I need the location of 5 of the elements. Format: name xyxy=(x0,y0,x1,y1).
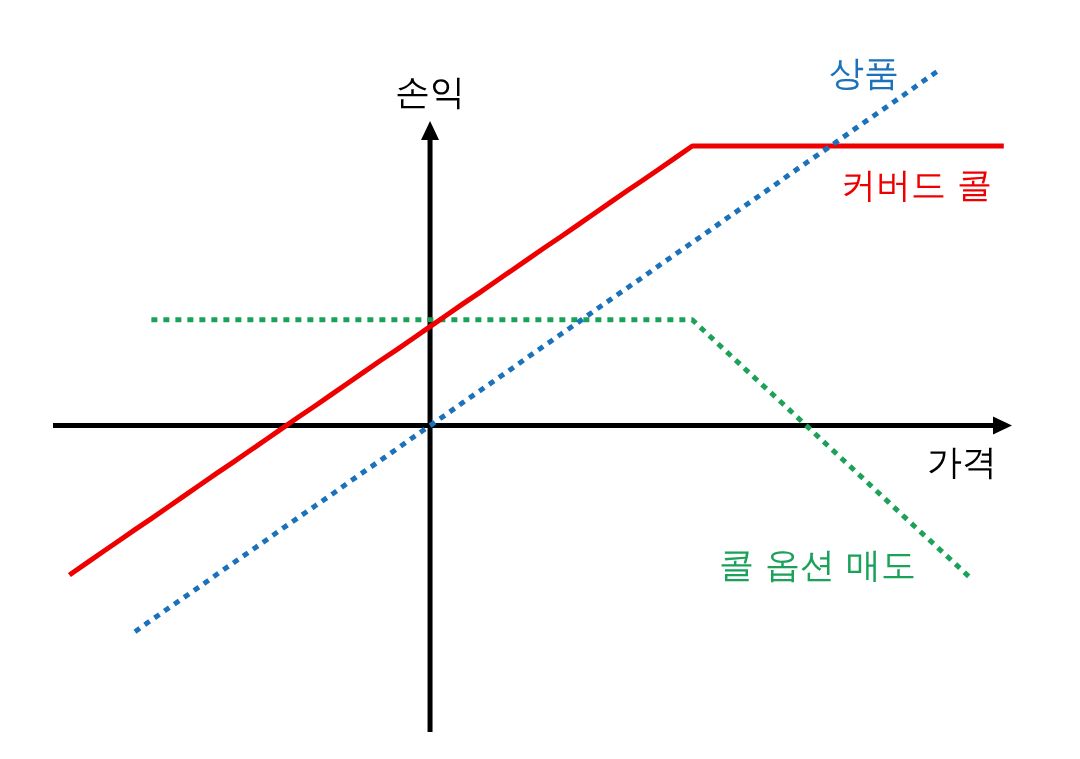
x-axis-title: 가격 xyxy=(927,442,997,482)
y-axis-title: 손익 xyxy=(395,72,466,112)
series-label: 커버드 콜 xyxy=(840,164,992,205)
series-label: 상품 xyxy=(829,52,900,93)
series-label: 콜 옵션 매도 xyxy=(718,544,917,585)
